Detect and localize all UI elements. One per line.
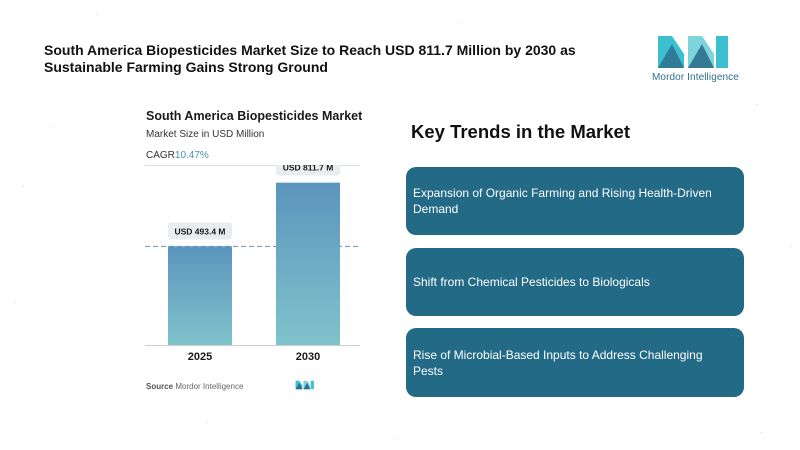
- cagr-label-text: CAGR: [146, 150, 175, 161]
- x-tick-label: 2025: [188, 351, 212, 363]
- bar-2025: [168, 246, 232, 345]
- trend-text: Expansion of Organic Farming and Rising …: [413, 186, 712, 216]
- bar-2030: [276, 182, 340, 345]
- data-label-background: [168, 222, 232, 240]
- source-label: Source: [146, 382, 174, 391]
- data-label-background: [276, 165, 340, 176]
- cagr-value: 10.47%: [174, 150, 209, 161]
- trend-text: Rise of Microbial-Based Inputs to Addres…: [413, 347, 703, 378]
- background-speck: [756, 104, 758, 105]
- mordor-intelligence-logo: [658, 36, 728, 68]
- background-speck: [14, 302, 16, 303]
- mordor-intelligence-small-logo: [295, 380, 314, 390]
- trend-card: Expansion of Organic Farming and Rising …: [406, 167, 744, 235]
- bar-chart: USD 493.4 M 2025 USD 811.7 M 2030: [145, 165, 360, 363]
- data-label: USD 493.4 M: [174, 226, 225, 236]
- background-speck: [96, 14, 98, 15]
- background-speck: [460, 22, 462, 23]
- background-speck: [790, 246, 792, 247]
- background-speck: [22, 186, 24, 187]
- data-label: USD 811.7 M: [283, 165, 334, 173]
- trend-card: Rise of Microbial-Based Inputs to Addres…: [406, 328, 744, 397]
- trend-card: Shift from Chemical Pesticides to Biolog…: [406, 248, 744, 316]
- chart-subtitle: Market Size in USD Million: [146, 129, 265, 140]
- source-note: Source Mordor Intelligence: [146, 382, 243, 391]
- cagr-label: CAGR10.47%: [146, 150, 209, 161]
- x-tick-label: 2030: [296, 351, 320, 363]
- trend-text: Shift from Chemical Pesticides to Biolog…: [413, 275, 650, 289]
- background-speck: [206, 422, 208, 423]
- chart-title: South America Biopesticides Market: [146, 109, 363, 123]
- background-speck: [52, 126, 54, 127]
- source-value: Mordor Intelligence: [175, 382, 244, 391]
- background-speck: [760, 432, 762, 433]
- background-speck: [396, 438, 398, 439]
- trends-title: Key Trends in the Market: [411, 121, 630, 142]
- page-headline: South America Biopesticides Market Size …: [44, 42, 576, 75]
- brand-name: Mordor Intelligence: [652, 72, 739, 83]
